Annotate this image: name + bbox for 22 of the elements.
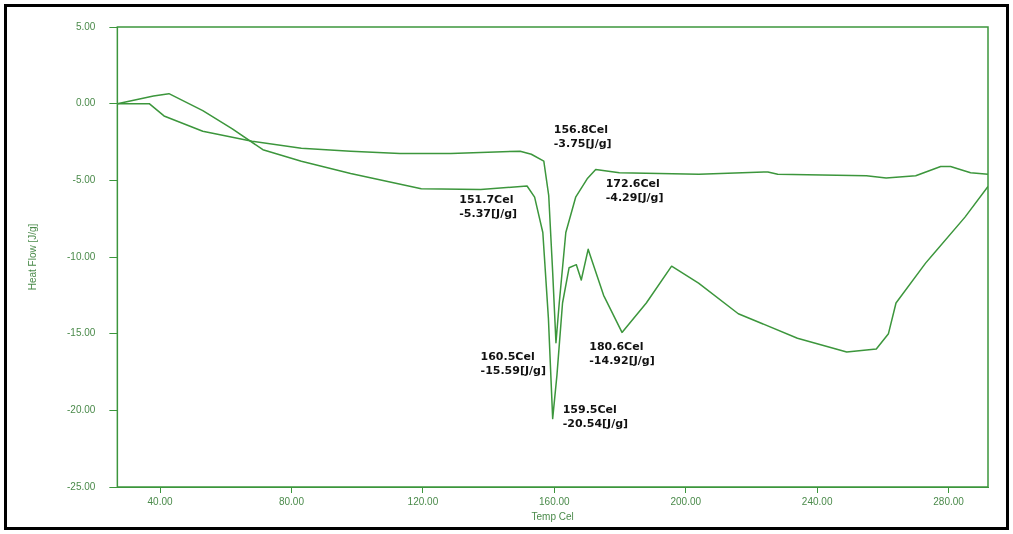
x-tick-label: 240.00 [801,495,833,507]
y-tick-label: -25.00 [67,480,96,492]
annotation: 172.6Cel -4.29[J/g] [605,176,664,204]
y-tick-label: -15.00 [67,327,96,339]
x-tick-label: 120.00 [407,495,439,507]
y-tick-label: -5.00 [72,174,96,186]
annotation: 156.8Cel -3.75[J/g] [553,122,612,150]
annotation: 180.6Cel -14.92[J/g] [589,339,655,367]
x-tick-label: 160.00 [539,495,571,507]
annotation: 160.5Cel -15.59[J/g] [480,350,546,378]
y-axis-title: Heat Flow [J/g] [26,223,38,291]
annotation: 159.5Cel -20.54[J/g] [562,402,629,430]
y-tick-label: -20.00 [67,404,96,416]
x-tick-label: 200.00 [670,495,702,507]
y-tick-label: 5.00 [75,20,96,32]
x-tick-label: 80.00 [278,495,305,507]
x-tick-label: 280.00 [933,495,965,507]
x-axis-title: Temp Cel [531,510,574,522]
y-tick-label: -10.00 [67,250,96,262]
annotation: 151.7Cel -5.37[J/g] [459,193,518,221]
x-tick-label: 40.00 [147,495,174,507]
y-tick-label: 0.00 [75,97,96,109]
